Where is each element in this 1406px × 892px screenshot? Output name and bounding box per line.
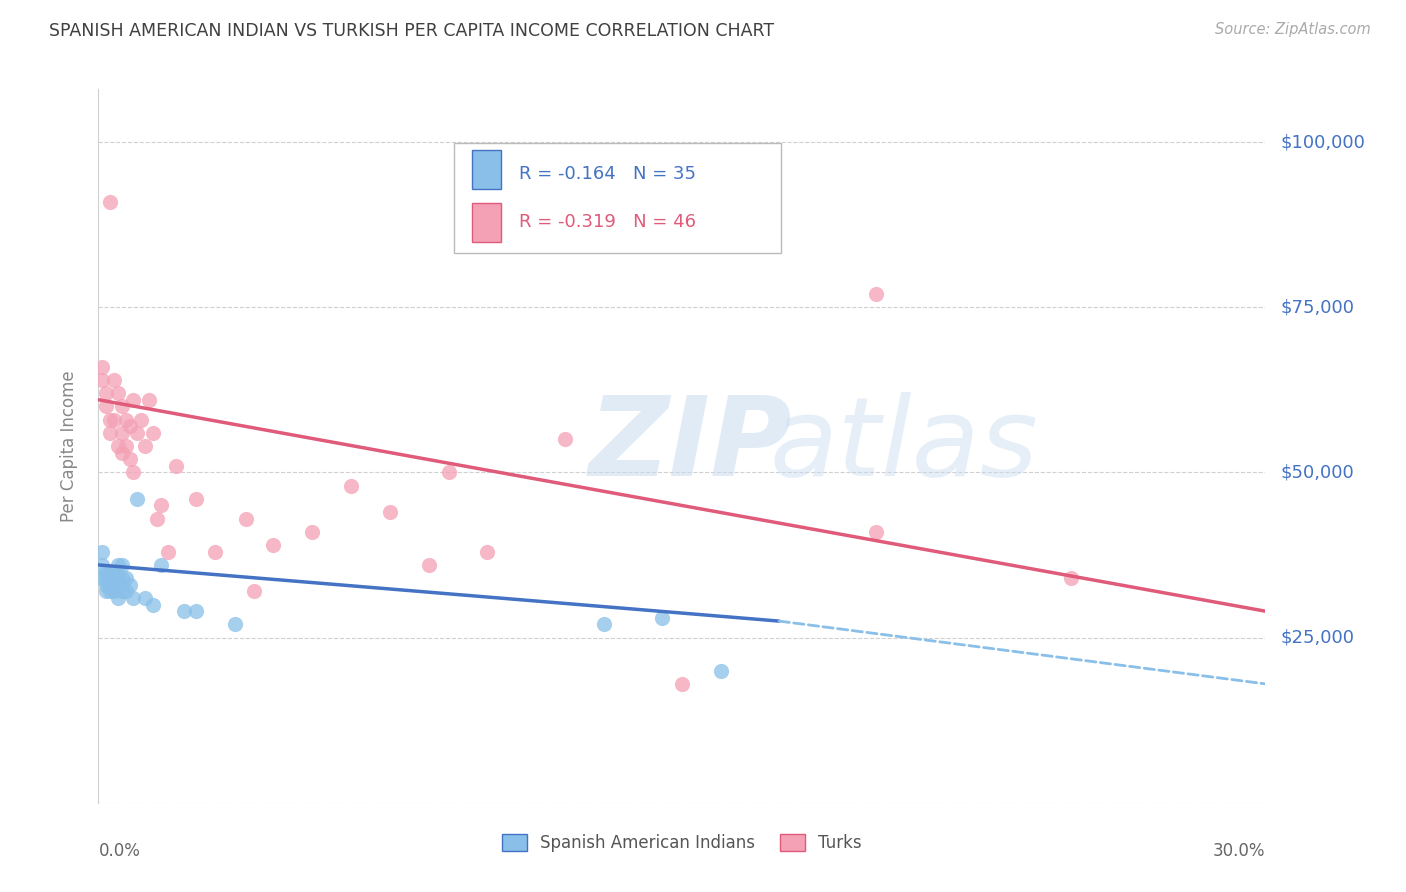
Point — [118, 452, 141, 467]
Point — [127, 425, 149, 440]
Point — [165, 458, 187, 473]
Point — [96, 584, 118, 599]
Point — [380, 505, 402, 519]
Point — [98, 412, 121, 426]
Point — [129, 412, 152, 426]
Point — [184, 604, 207, 618]
Point — [107, 591, 129, 605]
Point — [111, 425, 134, 440]
Point — [142, 598, 165, 612]
Point — [477, 545, 499, 559]
Point — [134, 591, 156, 605]
Point — [91, 545, 114, 559]
Point — [262, 538, 284, 552]
Point — [157, 545, 180, 559]
Text: $100,000: $100,000 — [1281, 133, 1365, 151]
Point — [107, 571, 129, 585]
Text: $25,000: $25,000 — [1281, 629, 1354, 647]
Point — [184, 491, 207, 506]
Point — [96, 565, 118, 579]
Point — [91, 558, 114, 572]
Point — [243, 584, 266, 599]
Legend: Spanish American Indians, Turks: Spanish American Indians, Turks — [495, 827, 869, 859]
Text: $50,000: $50,000 — [1281, 464, 1354, 482]
Point — [96, 571, 118, 585]
Point — [114, 412, 136, 426]
Point — [107, 558, 129, 572]
Point — [651, 611, 673, 625]
Point — [235, 511, 257, 525]
Point — [111, 584, 134, 599]
Point — [114, 439, 136, 453]
Point — [96, 578, 118, 592]
Point — [138, 392, 160, 407]
Point — [149, 558, 172, 572]
Point — [103, 584, 125, 599]
Point — [103, 412, 125, 426]
Point — [114, 584, 136, 599]
Point — [98, 571, 121, 585]
Point — [91, 373, 114, 387]
Text: R = -0.319   N = 46: R = -0.319 N = 46 — [519, 213, 696, 231]
Point — [437, 466, 460, 480]
Point — [91, 571, 114, 585]
Point — [111, 400, 134, 414]
Point — [103, 571, 125, 585]
Point — [671, 677, 693, 691]
Text: $75,000: $75,000 — [1281, 298, 1354, 317]
Point — [96, 400, 118, 414]
Y-axis label: Per Capita Income: Per Capita Income — [59, 370, 77, 522]
Point — [111, 571, 134, 585]
Point — [122, 466, 145, 480]
Text: atlas: atlas — [769, 392, 1038, 500]
Bar — [472, 203, 501, 243]
Point — [111, 445, 134, 459]
Point — [865, 287, 887, 301]
Text: ZIP: ZIP — [589, 392, 792, 500]
Text: SPANISH AMERICAN INDIAN VS TURKISH PER CAPITA INCOME CORRELATION CHART: SPANISH AMERICAN INDIAN VS TURKISH PER C… — [49, 22, 775, 40]
Point — [118, 419, 141, 434]
Point — [98, 578, 121, 592]
Point — [107, 439, 129, 453]
Point — [865, 524, 887, 539]
Text: R = -0.164   N = 35: R = -0.164 N = 35 — [519, 165, 696, 183]
Point — [173, 604, 195, 618]
Bar — [472, 150, 501, 189]
Point — [111, 558, 134, 572]
Point — [103, 373, 125, 387]
Point — [122, 591, 145, 605]
Point — [224, 617, 246, 632]
Point — [142, 425, 165, 440]
Point — [122, 392, 145, 407]
Point — [710, 664, 733, 678]
Text: 0.0%: 0.0% — [98, 842, 141, 860]
Point — [301, 524, 323, 539]
Point — [118, 578, 141, 592]
Point — [98, 194, 121, 209]
Point — [134, 439, 156, 453]
Text: Source: ZipAtlas.com: Source: ZipAtlas.com — [1215, 22, 1371, 37]
Point — [96, 386, 118, 401]
Point — [107, 578, 129, 592]
FancyBboxPatch shape — [454, 143, 782, 253]
Point — [91, 359, 114, 374]
Point — [418, 558, 440, 572]
Point — [103, 565, 125, 579]
Point — [127, 491, 149, 506]
Point — [107, 386, 129, 401]
Point — [593, 617, 616, 632]
Point — [98, 565, 121, 579]
Point — [98, 584, 121, 599]
Text: 30.0%: 30.0% — [1213, 842, 1265, 860]
Point — [98, 425, 121, 440]
Point — [149, 499, 172, 513]
Point — [554, 433, 576, 447]
Point — [146, 511, 169, 525]
Point — [1060, 571, 1083, 585]
Point — [114, 571, 136, 585]
Point — [204, 545, 226, 559]
Point — [340, 478, 363, 492]
